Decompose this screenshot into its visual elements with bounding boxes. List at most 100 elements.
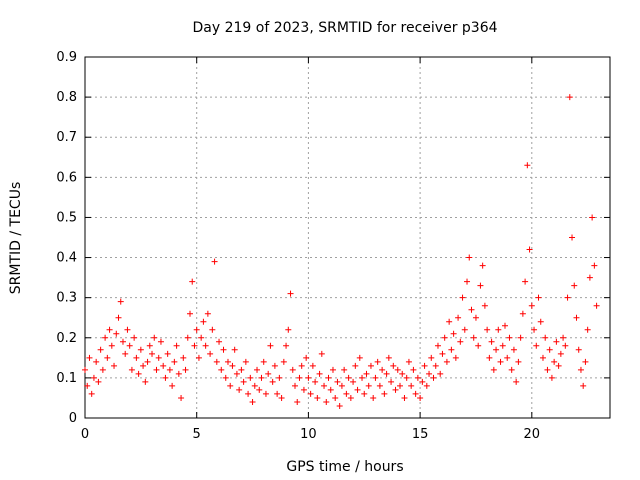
data-point xyxy=(575,346,582,353)
data-point xyxy=(220,346,227,353)
data-point xyxy=(464,278,471,285)
x-axis-label: GPS time / hours xyxy=(286,459,403,475)
data-point xyxy=(325,374,332,381)
data-point xyxy=(484,326,491,333)
data-point xyxy=(414,374,421,381)
data-point xyxy=(329,366,336,373)
data-point xyxy=(524,162,531,169)
data-point xyxy=(251,382,258,389)
data-point xyxy=(475,342,482,349)
data-point xyxy=(88,390,95,397)
data-point xyxy=(303,354,310,361)
plot-frame xyxy=(84,56,611,419)
data-point xyxy=(343,390,350,397)
x-tick-label: 15 xyxy=(412,427,429,442)
data-point xyxy=(470,334,477,341)
data-point xyxy=(146,342,153,349)
data-point xyxy=(334,378,341,385)
y-tick-label: 0.1 xyxy=(56,371,77,386)
data-point xyxy=(296,374,303,381)
data-point xyxy=(394,366,401,373)
y-tick-label: 0.8 xyxy=(56,90,77,105)
data-point xyxy=(374,358,381,365)
data-point xyxy=(323,398,330,405)
data-point xyxy=(187,310,193,317)
data-point xyxy=(376,382,383,389)
data-point xyxy=(316,370,323,377)
data-point xyxy=(528,302,535,309)
data-point xyxy=(359,374,366,381)
data-point xyxy=(233,370,240,377)
data-point xyxy=(111,362,118,369)
data-point xyxy=(582,358,589,365)
data-point xyxy=(499,342,506,349)
data-point xyxy=(548,374,555,381)
data-point xyxy=(533,342,540,349)
data-point xyxy=(189,278,196,285)
data-point xyxy=(584,326,591,333)
data-point xyxy=(97,346,104,353)
data-point xyxy=(117,298,124,305)
data-point xyxy=(140,362,147,369)
data-point xyxy=(488,338,495,345)
data-point xyxy=(564,294,571,301)
data-point xyxy=(370,394,377,401)
data-point xyxy=(457,338,464,345)
data-point xyxy=(227,382,234,389)
data-point xyxy=(566,94,573,101)
data-point xyxy=(472,314,479,321)
data-point xyxy=(175,370,182,377)
data-point xyxy=(180,354,187,361)
data-point xyxy=(86,354,93,361)
data-point xyxy=(569,234,576,241)
data-point xyxy=(171,358,178,365)
data-point xyxy=(531,326,538,333)
data-point xyxy=(481,302,488,309)
data-point xyxy=(526,246,533,253)
data-point xyxy=(262,390,269,397)
data-point xyxy=(142,378,149,385)
data-point xyxy=(321,382,328,389)
data-point xyxy=(519,310,526,317)
data-point xyxy=(412,390,419,397)
data-point xyxy=(211,258,218,265)
data-point xyxy=(372,374,379,381)
data-point xyxy=(229,362,236,369)
data-point xyxy=(345,374,352,381)
data-point xyxy=(392,386,399,393)
data-point xyxy=(200,318,207,325)
data-point xyxy=(367,362,374,369)
data-point xyxy=(461,326,468,333)
data-point xyxy=(410,366,417,373)
data-point xyxy=(240,378,247,385)
data-point xyxy=(517,334,524,341)
data-point xyxy=(144,358,151,365)
data-point xyxy=(515,358,522,365)
data-point xyxy=(164,350,171,357)
data-point xyxy=(90,374,97,381)
data-point xyxy=(122,350,129,357)
data-point xyxy=(338,382,345,389)
data-point xyxy=(256,386,263,393)
data-point xyxy=(312,378,319,385)
data-point xyxy=(546,346,553,353)
data-point xyxy=(479,262,486,269)
data-point xyxy=(289,366,296,373)
data-point xyxy=(432,362,439,369)
data-point xyxy=(160,362,167,369)
data-point xyxy=(363,370,370,377)
data-point xyxy=(131,334,138,341)
data-point xyxy=(242,358,249,365)
x-tick-label: 5 xyxy=(193,427,201,442)
data-point xyxy=(274,390,281,397)
data-point xyxy=(539,354,546,361)
data-point xyxy=(135,370,142,377)
data-point xyxy=(428,354,435,361)
data-point xyxy=(155,354,162,361)
data-point xyxy=(166,366,173,373)
data-point xyxy=(84,382,91,389)
data-point xyxy=(580,382,587,389)
data-point xyxy=(397,382,403,389)
data-point xyxy=(437,370,444,377)
data-point xyxy=(182,366,189,373)
